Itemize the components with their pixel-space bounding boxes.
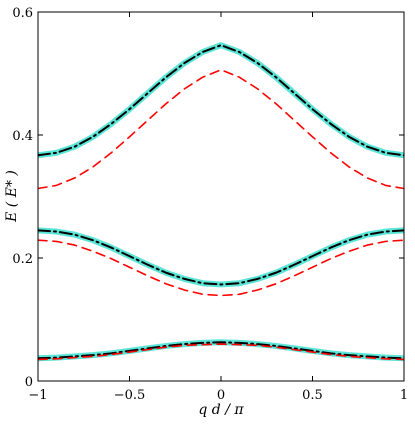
ticks-layer: −1 −0.5 0 0.5 1 0 0.2 0.4 0.6 xyxy=(12,6,408,403)
series-line-band3-black-dashed xyxy=(38,44,404,157)
series-layer xyxy=(38,42,404,362)
y-tick-label: 0.6 xyxy=(12,6,33,21)
series-line-band1-red-dashed xyxy=(38,343,404,361)
x-tick-label: 1 xyxy=(400,388,408,403)
series-line-band2-black-dashed xyxy=(38,229,404,286)
y-tick-label: 0.2 xyxy=(12,252,33,267)
y-tick-label: 0.4 xyxy=(12,129,33,144)
series-line-band1-black-dashed xyxy=(38,341,404,360)
x-tick-label: −0.5 xyxy=(114,388,146,403)
x-tick-label: 0 xyxy=(217,388,225,403)
series-line-band2-red-dashed xyxy=(38,239,404,297)
x-tick-label: −1 xyxy=(28,388,47,403)
plot-area xyxy=(38,12,404,381)
x-tick-label: 0.5 xyxy=(302,388,323,403)
y-axis-label: E ( E* ) xyxy=(4,170,20,223)
y-tick-label: 0 xyxy=(25,375,33,390)
series-line-band3-red-dashed xyxy=(38,69,404,190)
x-axis-label: q d / π xyxy=(198,402,244,418)
